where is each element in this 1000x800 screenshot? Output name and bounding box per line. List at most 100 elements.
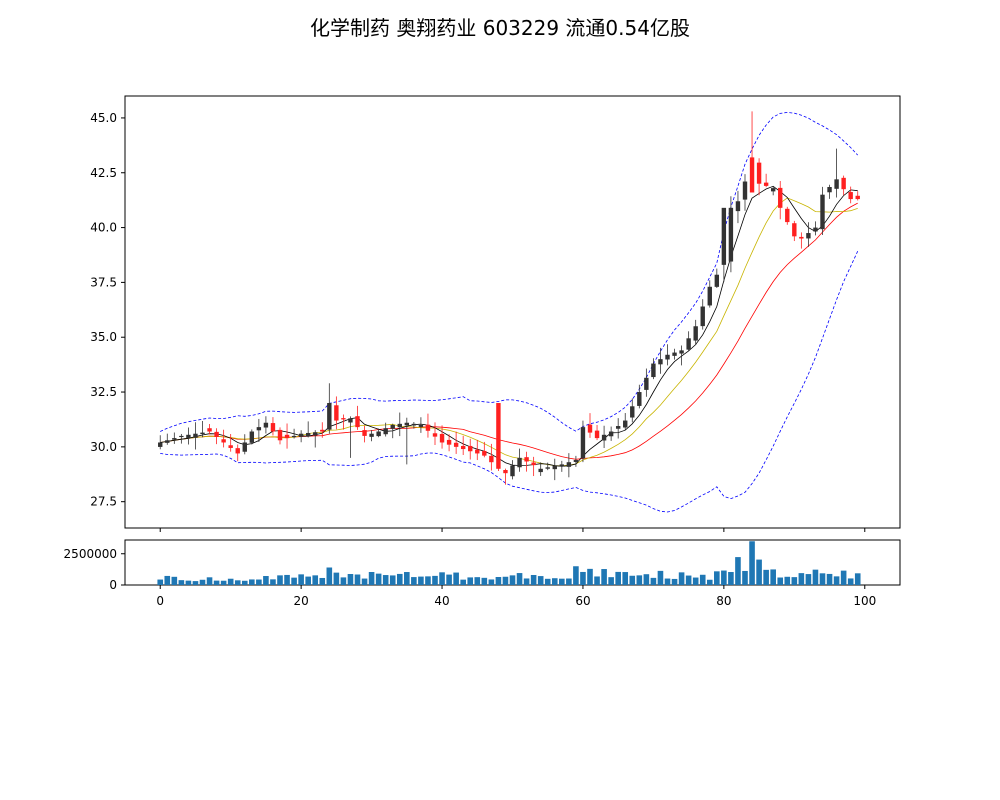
x-tick-label: 100 (853, 594, 876, 608)
candle-body (327, 403, 332, 430)
volume-bar (319, 577, 326, 585)
volume-bar (157, 579, 164, 585)
volume-bar (735, 557, 741, 585)
candle-body (172, 438, 177, 440)
volume-bar (819, 573, 826, 585)
candle-body (496, 403, 501, 469)
candle-body (263, 422, 269, 428)
candle-body (651, 363, 656, 378)
candle-body (686, 338, 691, 350)
candle-body (221, 439, 226, 443)
candle-body (594, 430, 600, 439)
volume-bar (847, 578, 854, 585)
bollinger-upper-line (160, 111, 858, 432)
price-tick-label: 45.0 (90, 111, 117, 125)
candle-body (348, 418, 353, 423)
candle-body (742, 181, 748, 200)
volume-bar (502, 576, 509, 585)
candle-body (749, 157, 755, 193)
volume-bar (580, 571, 586, 585)
volume-bar (213, 580, 220, 585)
candle-body (644, 377, 649, 390)
volume-bar (439, 572, 445, 585)
volume-bar (256, 579, 262, 585)
price-tick-label: 35.0 (90, 330, 117, 344)
candle-body (721, 207, 727, 265)
candle-body (552, 465, 557, 470)
volume-bar (312, 575, 319, 585)
candle-body (615, 426, 621, 429)
volume-bar (396, 573, 403, 585)
candle-body (573, 460, 579, 462)
candle-body (179, 435, 184, 438)
candle-body (503, 470, 508, 474)
candle-body (383, 428, 388, 435)
candle-body (362, 430, 367, 436)
volume-bar (742, 570, 748, 585)
ma20-line (160, 202, 858, 460)
volume-bar (854, 573, 861, 585)
bollinger-lower-line (160, 251, 859, 513)
ma10-line (160, 197, 858, 467)
volume-bar (375, 573, 382, 585)
volume-bar (495, 576, 502, 585)
volume-bar (333, 572, 340, 585)
volume-bar (481, 577, 488, 585)
volume-bar (516, 573, 523, 585)
candle-body (848, 192, 853, 200)
candle-body (531, 462, 536, 466)
volume-bar (622, 572, 629, 585)
candle-body (806, 233, 811, 239)
volume-bar (812, 569, 819, 585)
volume-bar (418, 576, 424, 585)
candle-body (334, 405, 339, 421)
volume-bar (650, 577, 657, 585)
ma5-line (160, 185, 858, 467)
candle-body (404, 422, 410, 426)
volume-bar (615, 571, 621, 585)
candle-body (580, 427, 586, 459)
candle-body (679, 350, 684, 354)
candle-body (235, 448, 240, 454)
candle-body (601, 434, 607, 441)
volume-bar (460, 579, 466, 585)
volume-bar (227, 578, 234, 585)
candle-body (735, 201, 741, 212)
candle-body (446, 439, 452, 445)
volume-bar (791, 577, 798, 585)
candle-body (524, 457, 529, 462)
price-tick-label: 42.5 (90, 166, 117, 180)
chart-title: 化学制药 奥翔药业 603229 流通0.54亿股 (310, 16, 690, 40)
candle-body (425, 424, 431, 431)
candle-body (193, 433, 198, 438)
candle-body (587, 424, 593, 433)
x-tick-label: 0 (156, 594, 164, 608)
candle-body (158, 442, 163, 447)
candle-body (813, 227, 818, 232)
volume-bar (192, 581, 199, 585)
candle-body (770, 188, 776, 192)
candle-body (341, 418, 346, 420)
volume-bar (298, 574, 304, 585)
volume-bar (537, 576, 544, 585)
volume-bar (728, 572, 734, 585)
volume-bar (241, 580, 248, 585)
volume-tick-label: 2500000 (64, 547, 117, 561)
volume-bar (277, 575, 283, 585)
volume-bar (573, 566, 579, 585)
candle-body (707, 286, 712, 306)
candle-body (566, 462, 572, 467)
volume-bar (840, 570, 847, 585)
candle-body (228, 445, 233, 448)
volume-bar (432, 575, 438, 585)
candle-body (792, 223, 797, 237)
volume-bar (826, 573, 833, 585)
candle-body (482, 450, 487, 456)
volume-bar (566, 578, 572, 585)
price-panel: 27.5 30.0 32.5 35.0 37.5 40.0 42.5 45.0 (90, 95, 901, 532)
candle-body (277, 429, 283, 441)
x-tick-label: 40 (434, 594, 449, 608)
candle-body (453, 442, 459, 447)
volume-bar (777, 577, 784, 585)
volume-bar (199, 579, 206, 585)
